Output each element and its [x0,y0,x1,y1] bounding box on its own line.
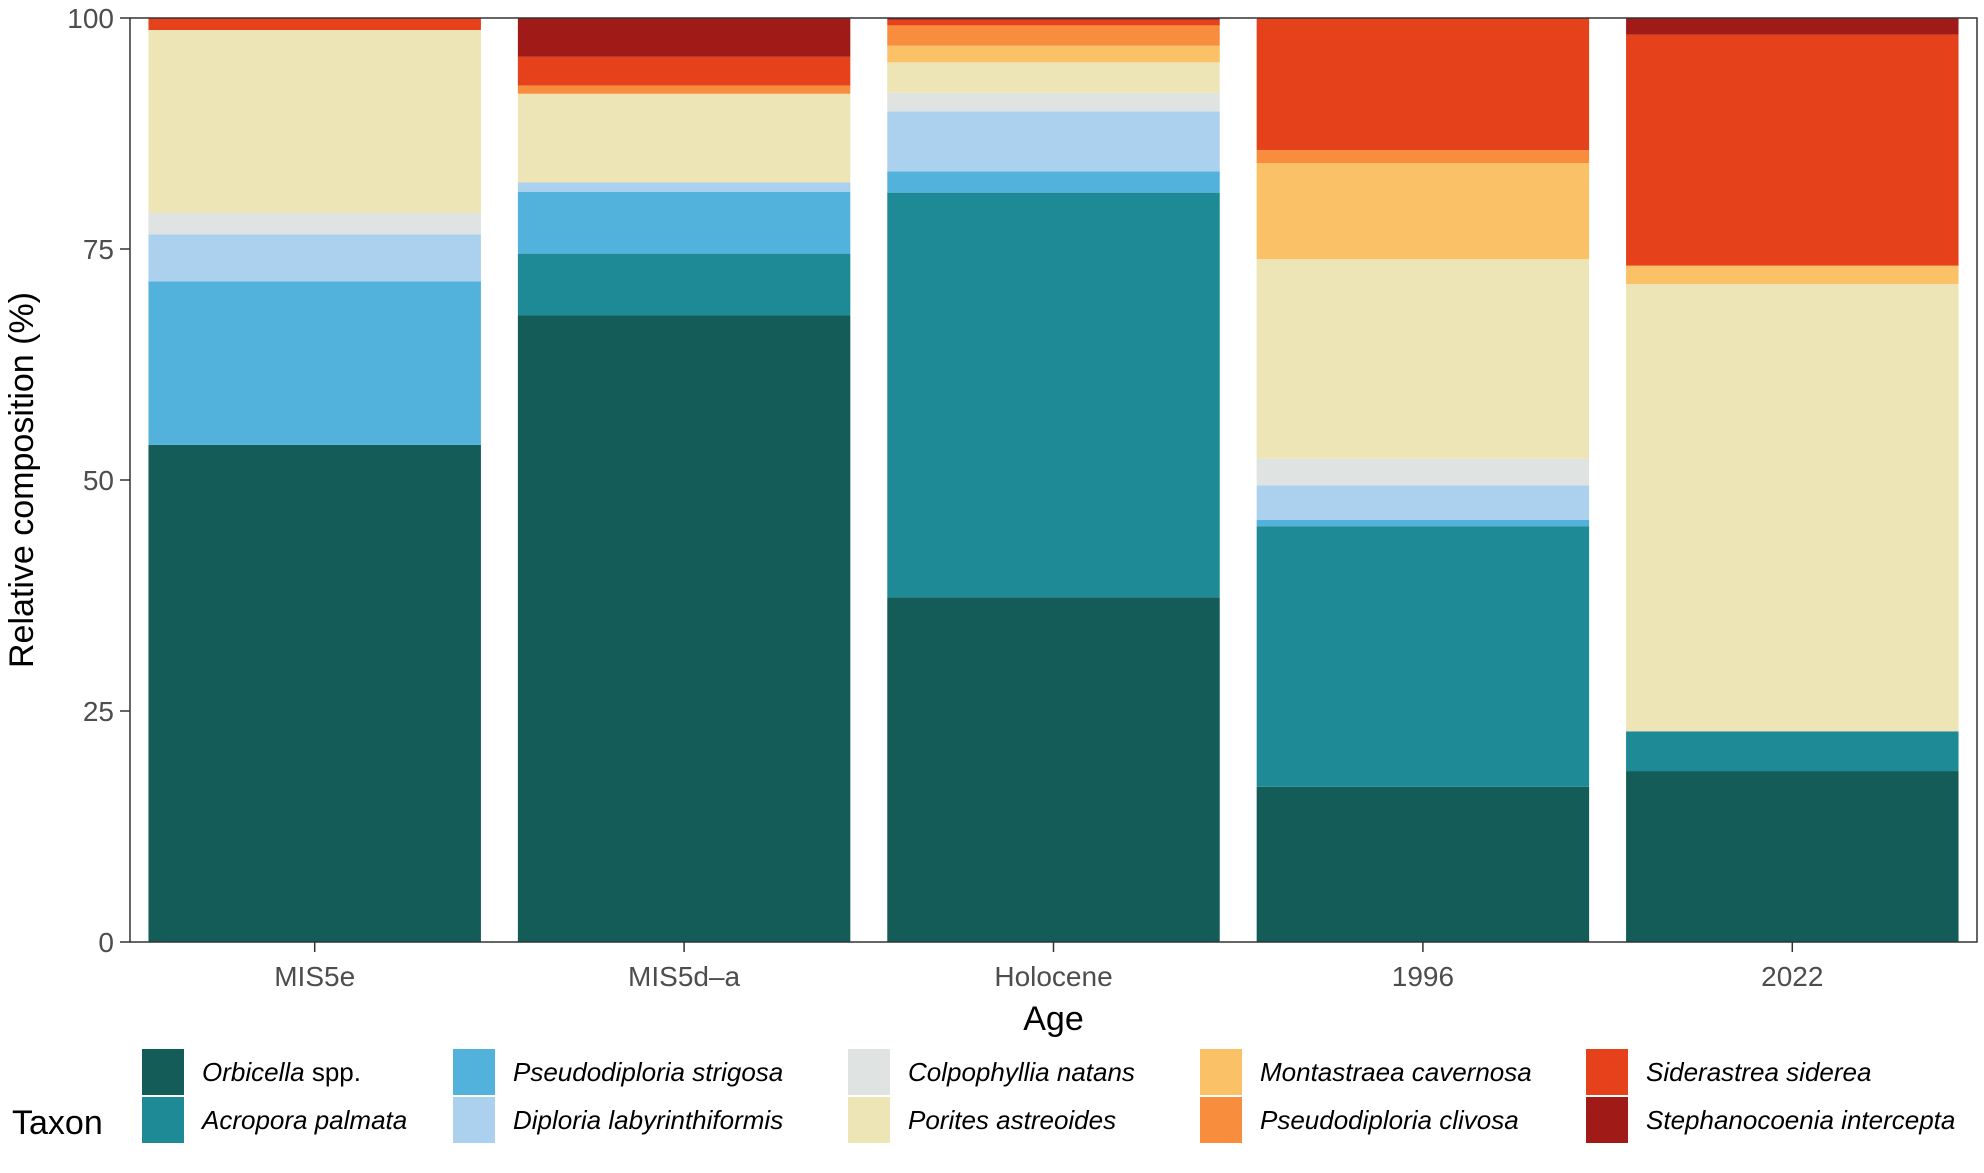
y-tick-label: 75 [83,234,114,265]
legend-item-pseudodiploria-strigosa: Pseudodiploria strigosa [453,1049,783,1095]
bar-segment-2022-siderastrea-siderea [1626,34,1959,266]
bar-segment-mis5e-porites-astreoides [148,30,481,213]
legend-label: Orbicella spp. [202,1057,361,1087]
bar-segment-2022-stephanocoenia-intercepta [1626,18,1959,35]
x-tick-label-1996: 1996 [1392,961,1454,992]
bar-segment-1996-porites-astreoides [1256,259,1590,459]
legend-title: Taxon [12,1104,103,1142]
legend-item-colpophyllia-natans: Colpophyllia natans [848,1049,1135,1095]
legend-swatch [848,1097,890,1143]
legend-label: Stephanocoenia intercepta [1646,1105,1955,1135]
bar-segment-holocene-pseudodiploria-strigosa [887,171,1220,193]
bar-segment-holocene-montastraea-cavernosa [887,45,1220,63]
y-tick-label: 50 [83,465,114,496]
bar-segment-mis5d-a-diploria-labyrinthiformis [517,182,851,192]
bar-stack-holocene [887,18,1220,942]
bar-segment-mis5d-a-stephanocoenia-intercepta [517,18,851,57]
y-tick-label: 100 [67,3,114,34]
bar-segment-mis5e-siderastrea-siderea [148,18,481,31]
legend-swatch [1586,1049,1628,1095]
legend-label: Porites astreoides [908,1105,1116,1135]
y-tick-label: 0 [98,927,114,958]
legend-swatch [1586,1097,1628,1143]
legend-item-stephanocoenia-intercepta: Stephanocoenia intercepta [1586,1097,1955,1143]
legend-item-siderastrea-siderea: Siderastrea siderea [1586,1049,1871,1095]
bar-segment-mis5d-a-orbicella [517,315,851,942]
legend-item-montastraea-cavernosa: Montastraea cavernosa [1200,1049,1532,1095]
x-axis-title: Age [1023,1000,1084,1038]
bar-stack-2022 [1626,18,1959,942]
bar-segment-mis5d-a-pseudodiploria-strigosa [517,191,851,254]
bar-segment-1996-colpophyllia-natans [1256,458,1590,486]
legend: Taxon Orbicella spp. Acropora palmata Pseu… [12,1049,1955,1143]
bar-stacks [148,18,1959,942]
bar-segment-mis5e-pseudodiploria-strigosa [148,281,481,445]
legend-swatch [142,1049,184,1095]
legend-label: Colpophyllia natans [908,1057,1135,1087]
bar-stack-mis5d-a [517,18,851,942]
bar-segment-mis5d-a-pseudodiploria-clivosa [517,85,851,94]
bar-stack-1996 [1256,18,1590,942]
legend-swatch [142,1097,184,1143]
bar-segment-mis5d-a-acropora-palmata [517,253,851,316]
legend-label: Diploria labyrinthiformis [513,1105,783,1135]
legend-label: Siderastrea siderea [1646,1057,1871,1087]
x-tick-label-mis5e: MIS5e [274,961,355,992]
legend-swatch [1200,1097,1242,1143]
bar-segment-1996-montastraea-cavernosa [1256,163,1590,260]
legend-label: Pseudodiploria strigosa [513,1057,783,1087]
bar-segment-mis5d-a-porites-astreoides [517,93,851,183]
x-tick-label-holocene: Holocene [994,961,1112,992]
bar-segment-1996-pseudodiploria-clivosa [1256,150,1590,164]
legend-swatch [453,1049,495,1095]
legend-item-acropora-palmata: Acropora palmata [142,1097,407,1143]
legend-item-diploria-labyrinthiformis: Diploria labyrinthiformis [453,1097,783,1143]
legend-item-pseudodiploria-clivosa: Pseudodiploria clivosa [1200,1097,1519,1143]
legend-item-porites-astreoides: Porites astreoides [848,1097,1116,1143]
y-tick-label: 25 [83,696,114,727]
bar-segment-holocene-orbicella [887,597,1220,942]
bar-segment-holocene-pseudodiploria-clivosa [887,25,1220,46]
bar-segment-mis5e-diploria-labyrinthiformis [148,234,481,282]
bar-segment-1996-diploria-labyrinthiformis [1256,485,1590,520]
bar-segment-holocene-porites-astreoides [887,62,1220,93]
bar-segment-holocene-diploria-labyrinthiformis [887,111,1220,172]
x-axis: MIS5e MIS5d–a Holocene 1996 2022 [274,942,1823,992]
bar-segment-1996-orbicella [1256,786,1590,942]
bar-segment-mis5d-a-siderastrea-siderea [517,56,851,86]
legend-items: Orbicella spp. Acropora palmata Pseudodipl… [142,1049,1955,1143]
bar-segment-mis5e-colpophyllia-natans [148,212,481,235]
legend-swatch [453,1097,495,1143]
bar-segment-2022-orbicella [1626,771,1959,942]
legend-label: Montastraea cavernosa [1260,1057,1532,1087]
bar-stack-mis5e [148,18,481,942]
legend-label: Acropora palmata [200,1105,407,1135]
plot-area [129,17,1978,943]
bar-segment-holocene-colpophyllia-natans [887,92,1220,112]
bar-segment-holocene-stephanocoenia-intercepta [887,18,1220,20]
bar-segment-holocene-acropora-palmata [887,192,1220,598]
bar-segment-2022-montastraea-cavernosa [1626,265,1959,285]
x-tick-label-2022: 2022 [1761,961,1823,992]
bar-segment-1996-siderastrea-siderea [1256,18,1590,151]
legend-swatch [848,1049,890,1095]
bar-segment-holocene-siderastrea-siderea [887,19,1220,26]
legend-item-orbicella: Orbicella spp. [142,1049,361,1095]
y-axis-title: Relative composition (%) [3,292,41,668]
bar-segment-1996-acropora-palmata [1256,526,1590,787]
legend-label: Pseudodiploria clivosa [1260,1105,1519,1135]
bar-segment-2022-acropora-palmata [1626,731,1959,772]
legend-swatch [1200,1049,1242,1095]
bar-segment-mis5e-orbicella [148,444,481,942]
y-axis: 0 25 50 75 100 [67,3,130,958]
x-tick-label-mis5d-a: MIS5d–a [628,961,740,992]
bar-segment-1996-pseudodiploria-strigosa [1256,519,1590,527]
bar-segment-2022-porites-astreoides [1626,284,1959,732]
